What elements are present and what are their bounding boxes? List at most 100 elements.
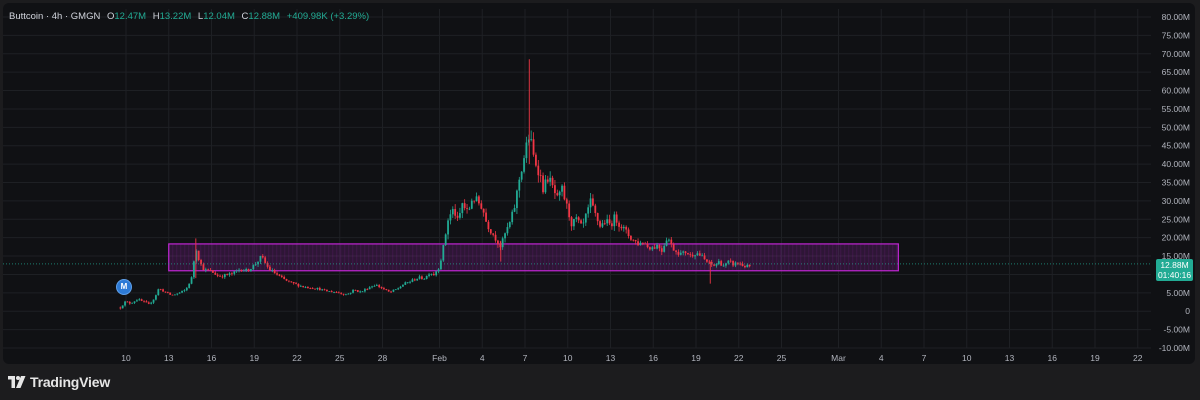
candle-body	[290, 281, 293, 283]
candle-body	[136, 300, 138, 302]
candle-body	[228, 273, 231, 275]
candle-body	[145, 301, 148, 303]
candlestick-chart[interactable]: 80.00M75.00M70.00M65.00M60.00M55.00M50.0…	[3, 3, 1195, 364]
candle-body	[430, 273, 433, 275]
time-axis[interactable]: 10 13 16 19 22 25 28 Feb 4 7 10 13 16 19 22 25 Mar 4 7 10 13…	[121, 353, 1142, 363]
candle-body	[183, 290, 186, 292]
candle-body	[558, 191, 561, 196]
candle-body	[461, 203, 464, 214]
candle-body	[299, 285, 302, 287]
y-tick-label: 30.00M	[1162, 196, 1190, 206]
x-tick-label: 10	[121, 353, 131, 363]
candle-body	[428, 274, 430, 276]
open-value: 12.47M	[114, 11, 147, 22]
candle-body	[131, 302, 134, 304]
candle-body	[556, 193, 559, 196]
candle-body	[720, 261, 723, 266]
rectangle-zone[interactable]	[168, 243, 899, 272]
tradingview-logo-text[interactable]: TradingView	[30, 374, 111, 390]
candle-body	[247, 268, 250, 272]
candle-body	[663, 245, 666, 252]
x-tick-label: 19	[1090, 353, 1100, 363]
candle-body	[356, 290, 359, 292]
candle-body	[744, 266, 746, 268]
candle-body	[644, 243, 647, 245]
candle-body	[352, 289, 354, 293]
candle-body	[266, 262, 269, 267]
candle-body	[715, 264, 718, 266]
candle-body	[371, 286, 373, 288]
candle-body	[660, 248, 663, 252]
candle-body	[532, 139, 535, 155]
candle-body	[653, 247, 656, 249]
candle-body	[494, 234, 497, 241]
candle-body	[501, 238, 504, 248]
candle-body	[314, 288, 316, 290]
candle-body	[157, 289, 160, 296]
candle-body	[736, 262, 739, 264]
candle-body	[437, 269, 440, 272]
candle-body	[328, 291, 331, 292]
zone-rect[interactable]	[168, 243, 899, 272]
candle-body	[354, 289, 357, 291]
candle-body	[285, 279, 288, 281]
candle-body	[568, 203, 571, 218]
y-tick-label: 50.00M	[1162, 122, 1190, 132]
ohlc-legend: Buttcoin · 4h · GMGN O12.47M H13.22M L12…	[9, 11, 369, 22]
x-tick-label: 4	[879, 353, 884, 363]
x-tick-label: Feb	[432, 353, 447, 363]
candle-body	[454, 209, 457, 216]
candle-body	[197, 250, 200, 261]
candle-body	[254, 264, 257, 266]
marker-badge[interactable]: M	[116, 279, 132, 295]
candle-body	[632, 239, 635, 241]
price-axis[interactable]: 80.00M 75.00M 70.00M 65.00M 60.00M 55.00M 50.0…	[1159, 12, 1190, 353]
candle-body	[212, 270, 214, 273]
candle-body	[387, 289, 390, 292]
candle-body	[447, 220, 449, 235]
x-tick-label: 22	[1133, 353, 1143, 363]
candle-body	[373, 285, 376, 287]
candle-body	[276, 273, 278, 275]
y-tick-label: 35.00M	[1162, 178, 1190, 188]
candle-body	[451, 209, 454, 215]
y-tick-label: 0	[1185, 306, 1190, 316]
candle-body	[425, 275, 428, 279]
x-tick-label: 16	[649, 353, 659, 363]
candle-body	[235, 270, 238, 272]
candle-body	[637, 241, 639, 246]
candle-body	[499, 244, 502, 248]
candle-body	[563, 185, 566, 200]
candle-body	[551, 177, 554, 186]
candle-body	[687, 253, 689, 255]
candle-body	[480, 203, 483, 209]
candle-body	[190, 277, 193, 284]
candle-body	[147, 302, 150, 304]
candle-body	[421, 276, 423, 279]
candle-body	[615, 214, 618, 223]
x-tick-label: 4	[480, 353, 485, 363]
candle-body	[323, 289, 326, 291]
candle-body	[316, 287, 319, 290]
candle-body	[549, 177, 552, 182]
x-tick-label: 19	[691, 353, 701, 363]
high-value: 13.22M	[159, 11, 192, 22]
candle-body	[618, 222, 620, 227]
candle-body	[195, 250, 198, 262]
symbol-label[interactable]: Buttcoin · 4h · GMGN	[9, 11, 101, 22]
chart-frame[interactable]: 80.00M 75.00M 70.00M 65.00M 60.00M 55.00M 50.0…	[3, 3, 1195, 364]
candle-body	[530, 139, 533, 141]
candle-body	[333, 292, 335, 293]
tradingview-logo-icon[interactable]	[8, 376, 26, 390]
candle-body	[292, 282, 295, 284]
candle-body	[345, 294, 347, 296]
candle-body	[390, 291, 392, 293]
candle-body	[423, 278, 426, 280]
candle-body	[150, 302, 153, 304]
low-value: 12.04M	[203, 11, 235, 22]
candle-body	[223, 274, 226, 278]
y-tick-label: 80.00M	[1162, 12, 1190, 22]
candle-body	[520, 171, 523, 180]
candle-body	[539, 175, 542, 177]
candle-body	[216, 274, 219, 276]
